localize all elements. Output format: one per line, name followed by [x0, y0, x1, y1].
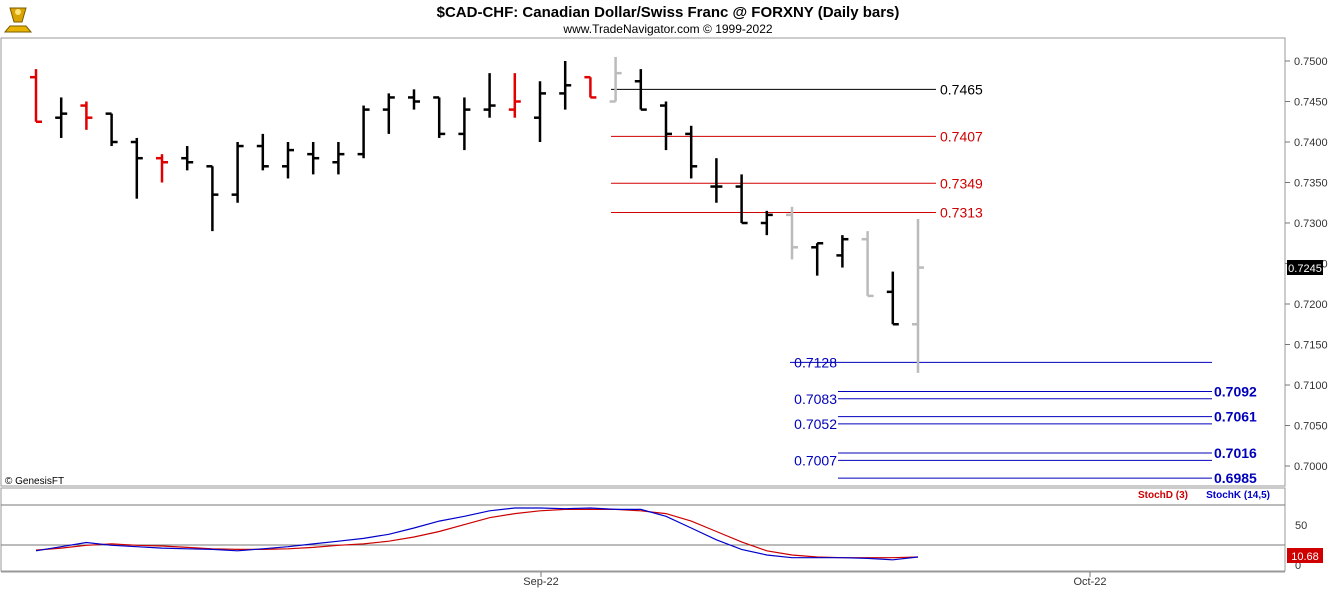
ohlc-bar: [181, 146, 194, 171]
ohlc-bar: [256, 133, 269, 171]
ohlc-bar: [156, 154, 168, 183]
stoch-k-line: [35, 507, 919, 561]
price-tick-label: 0.7400: [1294, 137, 1328, 149]
ohlc-bar: [332, 142, 345, 175]
price-axis: 0.75000.74500.74000.73500.73000.72500.72…: [1285, 56, 1328, 473]
support-resistance-levels: 0.74650.74070.73490.73130.71280.70920.70…: [611, 81, 1257, 486]
osc-current-value: 10.68: [1291, 551, 1319, 563]
ohlc-bar: [811, 242, 824, 276]
stoch-k-label: StochK (14,5): [1206, 490, 1270, 501]
ohlc-bar: [760, 210, 773, 236]
ohlc-bar: [282, 142, 294, 179]
copyright-label: © GenesisFT: [5, 476, 64, 487]
ohlc-bar: [685, 125, 698, 179]
price-tick-label: 0.7350: [1294, 178, 1328, 190]
price-tick-label: 0.7450: [1294, 97, 1328, 109]
osc-tick-0: 0: [1295, 560, 1301, 572]
date-axis: Sep-22 Oct-22: [523, 572, 1107, 588]
level-label: 0.7052: [794, 416, 837, 432]
ohlc-bar: [912, 218, 924, 373]
stoch-d-label: StochD (3): [1138, 490, 1188, 501]
level-label: 0.7313: [940, 204, 983, 220]
stoch-d-line: [35, 508, 919, 559]
ohlc-bar: [609, 56, 622, 103]
ohlc-bar: [30, 69, 42, 123]
price-tick-label: 0.7200: [1294, 299, 1328, 311]
current-price-value: 0.7245: [1288, 263, 1322, 275]
ohlc-bar: [584, 75, 597, 99]
ohlc-bar: [735, 174, 748, 225]
level-label: 0.7016: [1214, 445, 1257, 461]
level-label: 0.7092: [1214, 383, 1257, 399]
level-label: 0.7465: [940, 81, 983, 97]
date-tick-label: Oct-22: [1073, 576, 1106, 588]
level-label: 0.7407: [940, 128, 983, 144]
ohlc-bar: [408, 89, 420, 110]
ohlc-bar: [357, 105, 370, 159]
ohlc-bar: [105, 112, 118, 147]
osc-tick-50: 50: [1295, 520, 1307, 532]
ohlc-bar: [534, 81, 546, 142]
price-tick-label: 0.7300: [1294, 218, 1328, 230]
ohlc-bar: [130, 137, 143, 199]
price-bars: [30, 56, 924, 373]
level-label: 0.7349: [940, 175, 983, 191]
ohlc-bar: [710, 158, 723, 203]
chart-title: $CAD-CHF: Canadian Dollar/Swiss Franc @ …: [437, 4, 900, 21]
ohlc-bar: [660, 101, 672, 151]
current-price-tag: 0.7245: [1287, 260, 1323, 275]
ohlc-bar: [861, 231, 874, 298]
price-tick-label: 0.7500: [1294, 56, 1328, 68]
price-tick-label: 0.7150: [1294, 340, 1328, 352]
stochastic-lines: [35, 507, 919, 561]
level-label: 0.7083: [794, 391, 837, 407]
level-label: 0.7061: [1214, 409, 1257, 425]
price-tick-label: 0.7000: [1294, 461, 1328, 473]
ohlc-bar: [55, 97, 68, 138]
ohlc-bar: [786, 206, 798, 260]
osc-current-tag: 10.68: [1287, 548, 1323, 563]
ohlc-bar: [634, 69, 647, 111]
ohlc-bar: [307, 142, 320, 175]
chart-subtitle: www.TradeNavigator.com © 1999-2022: [562, 22, 772, 36]
ohlc-bar: [231, 142, 244, 203]
level-label: 0.7007: [794, 452, 837, 468]
date-tick-label: Sep-22: [523, 576, 558, 588]
level-label: 0.6985: [1214, 470, 1257, 486]
ohlc-bar: [559, 61, 572, 110]
oscillator-panel: [0, 487, 1286, 572]
ohlc-bar: [483, 73, 496, 118]
ohlc-bar: [382, 93, 395, 134]
trade-navigator-logo: [3, 7, 33, 33]
price-tick-label: 0.7100: [1294, 380, 1328, 392]
ohlc-bar: [458, 97, 471, 151]
ohlc-bar: [206, 165, 219, 232]
ohlc-bar: [433, 96, 446, 138]
ohlc-bar: [886, 271, 899, 326]
ohlc-bar: [508, 73, 521, 118]
price-tick-label: 0.7050: [1294, 421, 1328, 433]
price-panel: [0, 37, 1286, 487]
ohlc-bar: [836, 235, 849, 268]
ohlc-bar: [80, 101, 93, 130]
